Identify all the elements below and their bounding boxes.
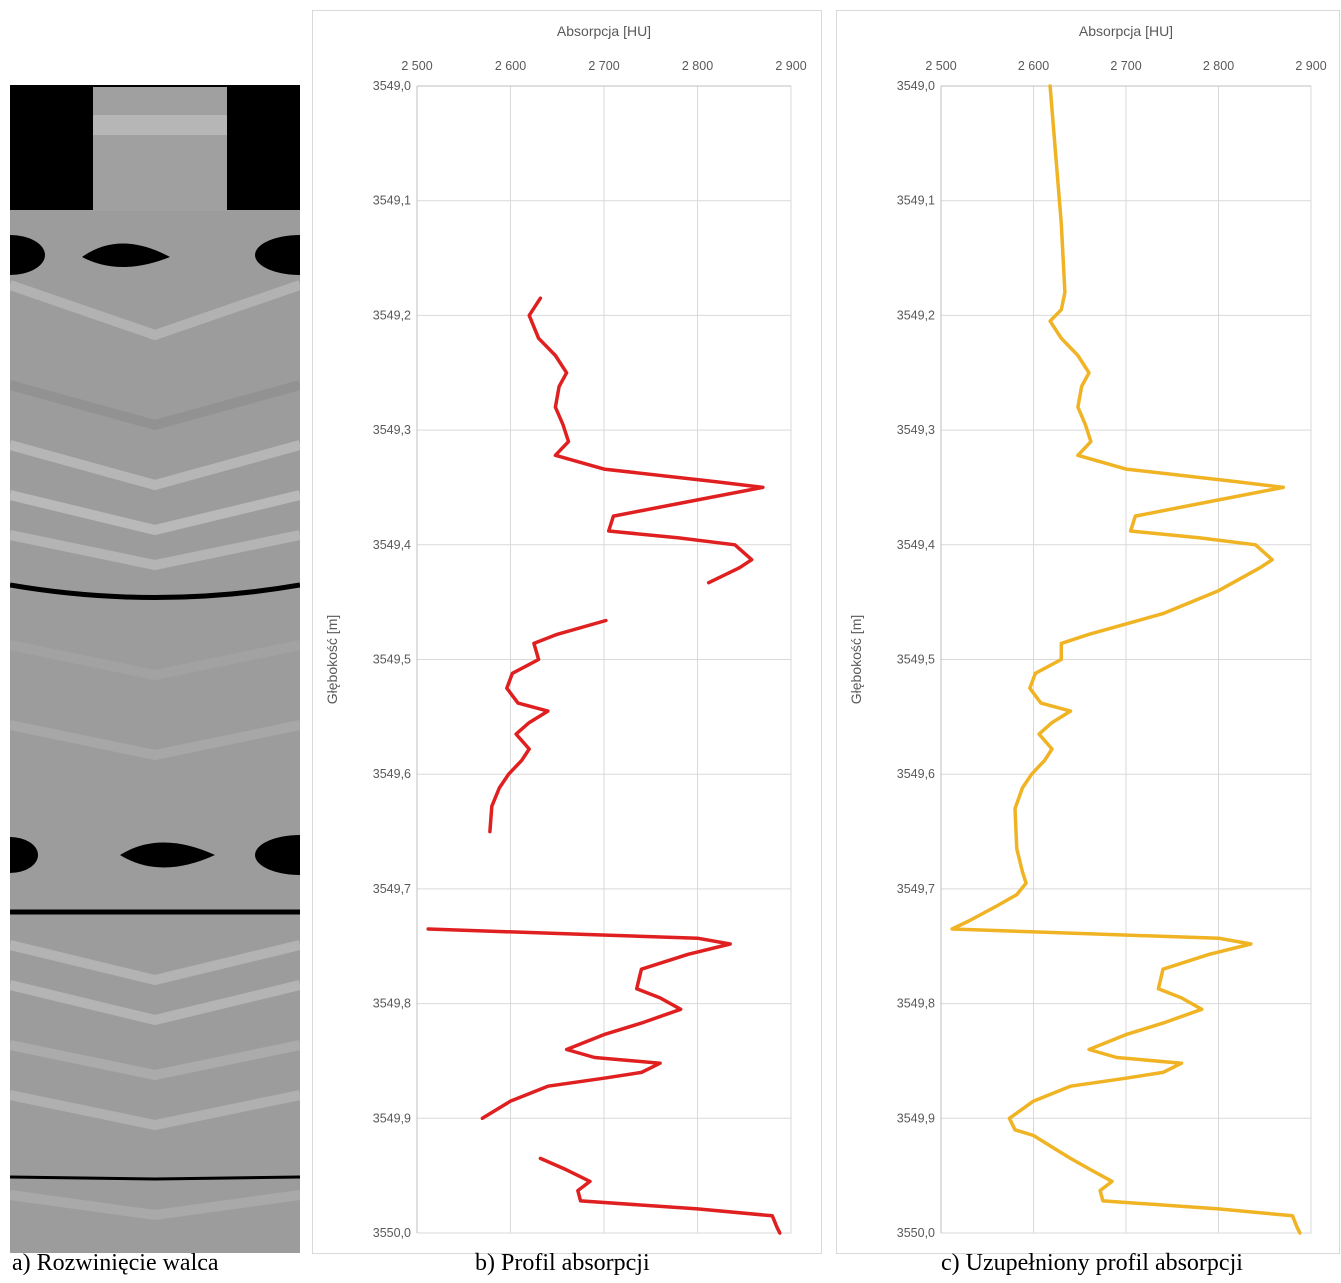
x-tick-label: 2 600 (495, 59, 526, 73)
series-line-segment (538, 1156, 782, 1235)
y-tick-label: 3549,6 (897, 767, 935, 781)
y-tick-label: 3549,2 (373, 308, 411, 322)
x-tick-label: 2 900 (775, 59, 806, 73)
caption-c: c) Uzupełniony profil absorpcji (941, 1250, 1243, 1276)
y-tick-label: 3549,6 (373, 767, 411, 781)
series-line-segment (426, 927, 732, 1121)
y-tick-label: 3549,9 (373, 1111, 411, 1125)
x-tick-label: 2 600 (1018, 59, 1049, 73)
x-axis-title: Absorpcja [HU] (557, 23, 651, 39)
series-line-segment (527, 296, 765, 585)
series-line-segment (488, 618, 608, 834)
x-tick-label: 2 700 (1110, 59, 1141, 73)
y-tick-label: 3549,4 (373, 538, 411, 552)
y-tick-label: 3549,9 (897, 1111, 935, 1125)
y-tick-label: 3549,8 (373, 997, 411, 1011)
x-tick-label: 2 500 (925, 59, 956, 73)
series-line-segment (950, 84, 1302, 1235)
y-tick-label: 3549,3 (897, 423, 935, 437)
x-tick-label: 2 800 (1203, 59, 1234, 73)
y-tick-label: 3549,7 (373, 882, 411, 896)
y-tick-label: 3549,0 (373, 79, 411, 93)
x-tick-label: 2 700 (588, 59, 619, 73)
caption-b: b) Profil absorpcji (475, 1250, 650, 1276)
y-axis-title: Głębokość [m] (324, 615, 340, 704)
absorption-profile-svg: 2 500 2 600 2 700 2 800 2 900 3549,0 3549,1 354… (324, 23, 807, 1240)
y-axis-title: Głębokość [m] (848, 615, 864, 704)
caption-a: a) Rozwinięcie walca (12, 1250, 219, 1276)
y-tick-label: 3550,0 (373, 1226, 411, 1240)
y-tick-label: 3550,0 (897, 1226, 935, 1240)
core-unrolled-image (10, 85, 300, 1253)
x-tick-label: 2 500 (401, 59, 432, 73)
x-tick-label: 2 800 (682, 59, 713, 73)
y-tick-label: 3549,4 (897, 538, 935, 552)
y-tick-label: 3549,2 (897, 308, 935, 322)
x-tick-label: 2 900 (1295, 59, 1326, 73)
completed-absorption-profile-svg: 2 500 2 600 2 700 2 800 2 900 3549,0 3549,1 354… (848, 23, 1327, 1240)
y-tick-label: 3549,3 (373, 423, 411, 437)
y-tick-label: 3549,5 (897, 653, 935, 667)
x-axis-title: Absorpcja [HU] (1079, 23, 1173, 39)
y-tick-label: 3549,1 (897, 194, 935, 208)
y-tick-label: 3549,8 (897, 997, 935, 1011)
absorption-profile-chart: 2 500 2 600 2 700 2 800 2 900 3549,0 3549,1 354… (312, 10, 822, 1254)
completed-absorption-profile-chart: 2 500 2 600 2 700 2 800 2 900 3549,0 3549,1 354… (836, 10, 1340, 1254)
y-tick-label: 3549,5 (373, 653, 411, 667)
y-tick-label: 3549,7 (897, 882, 935, 896)
y-tick-label: 3549,0 (897, 79, 935, 93)
y-tick-label: 3549,1 (373, 194, 411, 208)
